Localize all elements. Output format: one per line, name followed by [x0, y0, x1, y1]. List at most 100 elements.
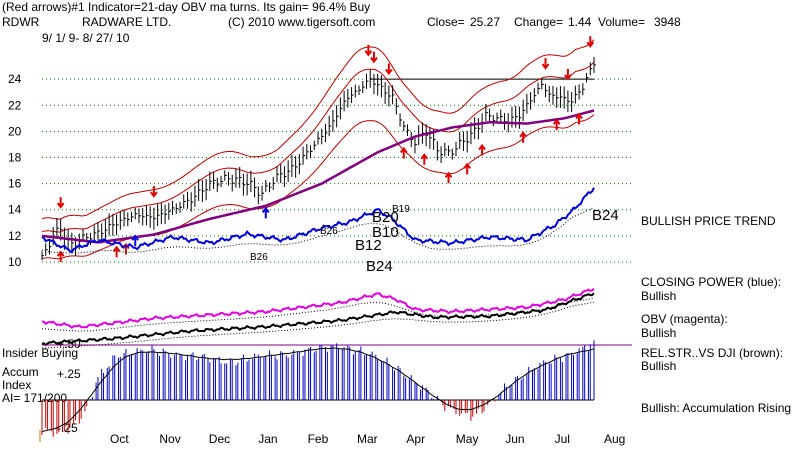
month-label: Mar	[357, 432, 378, 446]
indicator-description: (Red arrows)#1 Indicator=21-day OBV ma t…	[2, 0, 370, 14]
bollinger-bands	[41, 39, 595, 260]
red-signal-arrow-head	[463, 162, 471, 169]
red-signal-arrow-head	[364, 50, 373, 57]
red-signal-arrow	[552, 118, 561, 131]
blue-signal-arrow	[131, 234, 140, 247]
red-signal-arrow	[478, 143, 486, 156]
red-signal-arrow	[112, 245, 121, 258]
ai-value: AI= 171/200	[2, 391, 67, 405]
closing-power-panel	[41, 187, 595, 254]
red-signal-arrow	[370, 51, 378, 64]
accum-tick-minus25: -.25	[57, 421, 78, 435]
volume-value: 3948	[654, 15, 681, 29]
red-signal-arrow	[586, 36, 595, 48]
red-signal-arrow	[56, 197, 65, 209]
inner-upper-band	[41, 61, 595, 233]
red-signal-arrow-head	[112, 245, 121, 252]
y-tick-label: 10	[8, 255, 22, 269]
month-label: Jan	[258, 432, 277, 446]
closing-power-title: CLOSING POWER (blue):	[641, 275, 781, 289]
red-signal-arrow	[56, 250, 65, 263]
header: (Red arrows)#1 Indicator=21-day OBV ma t…	[2, 0, 681, 45]
signal-labels: B26 B26 B12 B10 B20 B19 B24 B24	[250, 204, 619, 275]
accum-smoothed-line	[41, 347, 595, 432]
red-signal-arrow-head	[385, 68, 393, 76]
price-bars	[41, 56, 596, 261]
red-signal-arrow	[575, 112, 583, 125]
signal-label-b24a: B24	[592, 207, 619, 224]
company-name: RADWARE LTD.	[82, 15, 171, 29]
accum-label: Accum	[2, 365, 39, 379]
signal-label-b26b: B26	[320, 226, 338, 237]
red-signal-arrow	[564, 68, 572, 81]
red-signal-arrow-head	[399, 146, 408, 154]
change-label: Change=	[514, 15, 563, 29]
red-signal-arrow	[541, 58, 550, 70]
red-signal-arrow-head	[586, 41, 595, 48]
signal-label-b26a: B26	[250, 252, 268, 263]
y-tick-label: 22	[8, 98, 22, 112]
red-signal-arrow	[420, 153, 429, 165]
red-signal-arrow-head	[444, 171, 453, 178]
signal-label-b20: B20	[372, 209, 399, 226]
month-label: Nov	[159, 432, 180, 446]
indicator-labels: Insider Buying Accum Index AI= 171/200 +…	[2, 337, 81, 442]
red-signal-arrow-head	[552, 118, 561, 125]
signal-label-b24b: B24	[366, 258, 393, 275]
close-value: 25.27	[470, 15, 500, 29]
red-signal-arrow-head	[541, 63, 550, 70]
red-signal-arrow-head	[150, 191, 158, 198]
rel-str-line	[42, 292, 595, 347]
accum-tick-plus25: +.25	[57, 367, 81, 381]
month-label: Dec	[209, 432, 230, 446]
red-signal-arrow	[444, 171, 453, 184]
change-value: 1.44	[568, 15, 592, 29]
month-label: Feb	[308, 432, 329, 446]
ticker-symbol: RDWR	[2, 15, 40, 29]
side-panel: BULLISH PRICE TREND CLOSING POWER (blue)…	[641, 214, 791, 415]
accumulation-status: Bullish: Accumulation Rising	[641, 401, 791, 415]
close-label: Close=	[427, 15, 465, 29]
obv-title: OBV (magenta):	[641, 312, 728, 326]
red-signal-arrow-head	[519, 131, 527, 138]
signal-label-b10: B10	[372, 224, 399, 241]
obv-value: Bullish	[641, 326, 676, 340]
month-label: Aug	[604, 432, 625, 446]
red-signal-arrow	[399, 146, 408, 159]
y-tick-label: 12	[8, 229, 22, 243]
y-tick-label: 18	[8, 151, 22, 165]
y-tick-label: 16	[8, 177, 22, 191]
month-label: Jul	[555, 432, 570, 446]
red-signal-arrow-head	[575, 112, 583, 120]
obv-panel	[41, 287, 595, 332]
rel-str-panel	[41, 292, 595, 349]
red-signal-arrow-head	[420, 153, 429, 160]
red-signal-arrow	[463, 162, 471, 175]
ma-line	[41, 109, 595, 244]
red-signal-arrow-head	[56, 202, 65, 209]
index-label: Index	[2, 378, 31, 392]
price-axis: 10 12 14 16 18 20 22 24	[8, 72, 22, 269]
blue-signal-arrow	[261, 206, 270, 219]
red-signal-arrow	[150, 186, 158, 198]
date-range: 9/ 1/ 9- 8/ 27/ 10	[42, 31, 130, 45]
signal-label-b19: B19	[392, 204, 410, 215]
blue-signal-arrow-head	[131, 234, 140, 241]
price-gridlines	[42, 78, 632, 263]
blue-signal-arrow-head	[261, 206, 270, 213]
y-tick-label: 20	[8, 124, 22, 138]
y-tick-label: 14	[8, 203, 22, 217]
month-label: Oct	[110, 432, 129, 446]
month-axis: Oct Nov Dec Jan Feb Mar Apr May Jun Jul Aug	[110, 432, 625, 446]
red-signal-arrow-head	[478, 143, 486, 151]
red-signal-arrow	[364, 44, 373, 57]
month-label: Jun	[505, 432, 524, 446]
obv-line	[41, 287, 595, 329]
price-trend-status: BULLISH PRICE TREND	[641, 214, 776, 228]
month-label: Apr	[406, 432, 425, 446]
signal-arrows	[56, 36, 595, 263]
month-label: May	[456, 432, 479, 446]
closing-power-line	[41, 187, 595, 254]
red-signal-arrow	[519, 131, 527, 143]
